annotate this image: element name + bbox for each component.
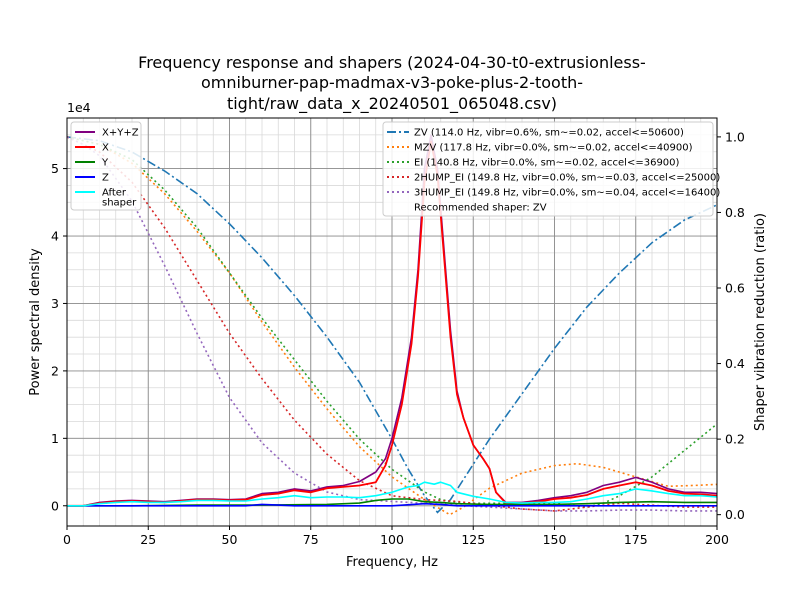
y2-axis-ticks: 0.0 0.2 0.4 0.6 0.8 1.0 bbox=[717, 129, 745, 522]
legend-psd-label: Y bbox=[101, 158, 109, 169]
y-tick-label: 0 bbox=[51, 498, 59, 513]
legend-shapers: ZV (114.0 Hz, vibr=0.6%, sm~=0.02, accel… bbox=[382, 121, 720, 217]
legend-psd-label: Z bbox=[102, 173, 109, 184]
y2-tick-label: 0.8 bbox=[725, 205, 745, 220]
y2-tick-label: 0.0 bbox=[725, 507, 745, 522]
y2-tick-label: 0.2 bbox=[725, 432, 745, 447]
y2-axis-label: Shaper vibration reduction (ratio) bbox=[753, 213, 768, 431]
x-tick-label: 0 bbox=[63, 532, 71, 547]
y-tick-label: 5 bbox=[51, 161, 59, 176]
x-tick-label: 75 bbox=[303, 532, 319, 547]
shaper-line-3 bbox=[67, 136, 717, 512]
x-tick-label: 175 bbox=[624, 532, 648, 547]
y-tick-label: 3 bbox=[51, 296, 59, 311]
x-axis-label: Frequency, Hz bbox=[346, 555, 438, 570]
legend-shaper-label: ZV (114.0 Hz, vibr=0.6%, sm~=0.02, accel… bbox=[414, 128, 684, 139]
legend-recommended-shaper: Recommended shaper: ZV bbox=[414, 203, 547, 214]
x-tick-label: 25 bbox=[140, 532, 156, 547]
x-tick-label: 200 bbox=[705, 532, 729, 547]
y-tick-label: 4 bbox=[51, 229, 59, 244]
legend-psd-label: shaper bbox=[102, 198, 137, 209]
y-offset-text: 1e4 bbox=[67, 100, 91, 115]
shaper-line-1 bbox=[67, 136, 717, 516]
legend-psd-label: After bbox=[102, 188, 127, 199]
legend-psd-label: X bbox=[102, 143, 109, 154]
x-tick-label: 150 bbox=[543, 532, 567, 547]
shaper-line-2 bbox=[67, 136, 717, 508]
psd-line-4 bbox=[67, 481, 717, 507]
legend-shaper-label: EI (140.8 Hz, vibr=0.0%, sm~=0.02, accel… bbox=[414, 158, 680, 169]
y-tick-label: 1 bbox=[51, 431, 59, 446]
y2-tick-label: 0.4 bbox=[725, 356, 745, 371]
y2-tick-label: 1.0 bbox=[725, 129, 745, 144]
y2-tick-label: 0.6 bbox=[725, 281, 745, 296]
legend-psd-box bbox=[70, 121, 142, 211]
x-tick-label: 50 bbox=[222, 532, 238, 547]
legend-shaper-label: MZV (117.8 Hz, vibr=0.0%, sm~=0.02, acce… bbox=[414, 143, 693, 154]
legend-shaper-label: 3HUMP_EI (149.8 Hz, vibr=0.0%, sm~=0.04,… bbox=[414, 188, 720, 199]
y-axis-label: Power spectral density bbox=[28, 248, 43, 396]
legend-shapers-box bbox=[382, 121, 714, 217]
chart-title-line-1: Frequency response and shapers (2024-04-… bbox=[138, 53, 646, 72]
psd-line-3 bbox=[67, 502, 717, 507]
chart-title-line-3: tight/raw_data_x_20240501_065048.csv) bbox=[227, 94, 557, 114]
psd-lines-group bbox=[67, 134, 717, 507]
x-axis-ticks: 0 25 50 75 100 125 150 175 200 bbox=[63, 526, 729, 547]
legend-psd-label: X+Y+Z bbox=[102, 128, 139, 139]
x-tick-label: 100 bbox=[380, 532, 404, 547]
chart-title-line-2: omniburner-pap-madmax-v3-poke-plus-2-too… bbox=[201, 73, 583, 92]
legend-shaper-label: 2HUMP_EI (149.8 Hz, vibr=0.0%, sm~=0.03,… bbox=[414, 173, 720, 184]
x-tick-label: 125 bbox=[461, 532, 485, 547]
y-tick-label: 2 bbox=[51, 363, 59, 378]
y-axis-ticks: 0 1 2 3 4 5 bbox=[51, 161, 67, 513]
shaper-line-0 bbox=[67, 136, 717, 514]
